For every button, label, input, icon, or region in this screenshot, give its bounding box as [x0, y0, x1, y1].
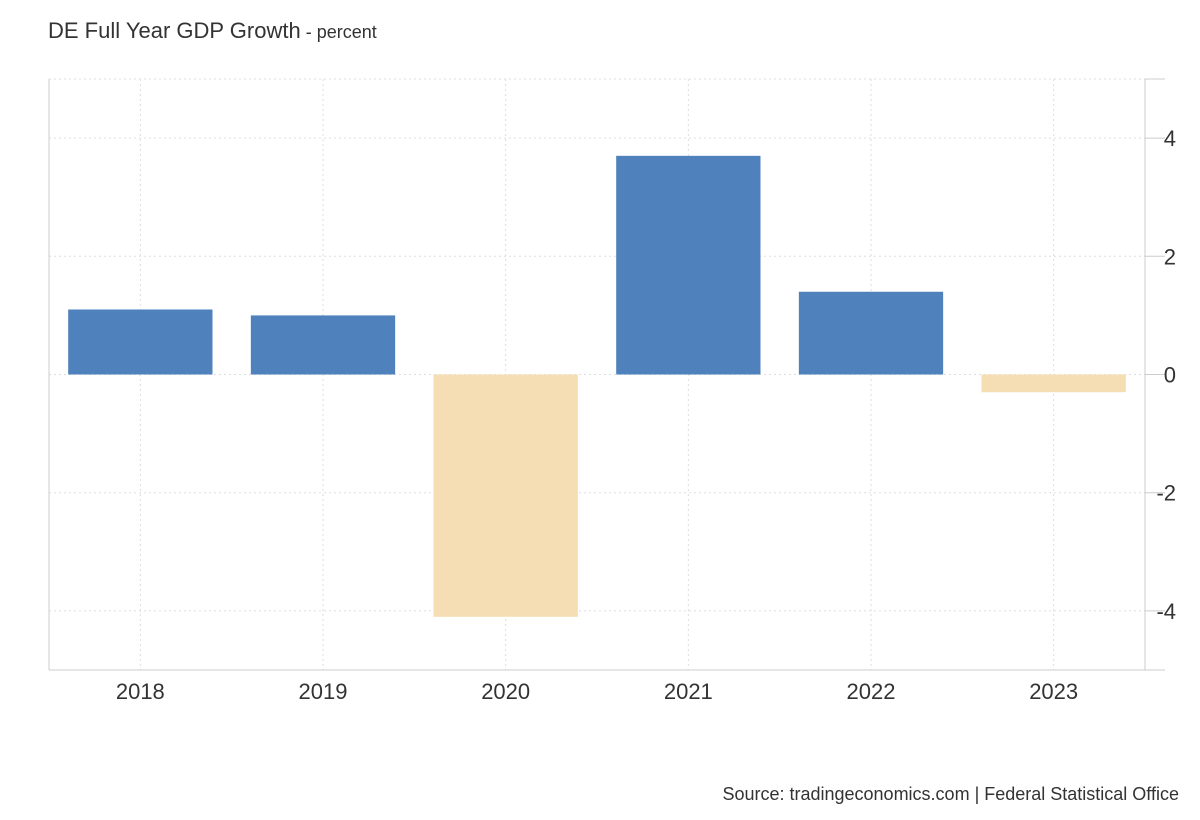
y-tick-label: -4 [1156, 599, 1176, 624]
bar-2023 [981, 374, 1126, 393]
x-tick-label: 2022 [847, 679, 896, 704]
y-tick-label: 2 [1164, 244, 1176, 269]
chart-title: DE Full Year GDP Growth - percent [48, 18, 377, 44]
bar-2020 [433, 374, 578, 617]
source-note: Source: tradingeconomics.com | Federal S… [722, 784, 1179, 804]
bar-2019 [250, 315, 396, 375]
y-tick-label: 4 [1164, 126, 1176, 151]
x-tick-label: 2019 [299, 679, 348, 704]
chart-title-main: DE Full Year GDP Growth [48, 18, 301, 43]
x-tick-label: 2023 [1029, 679, 1078, 704]
bar-2021 [616, 155, 761, 375]
bar-2022 [798, 291, 944, 375]
x-tick-label: 2021 [664, 679, 713, 704]
bar-chart: -4 -2 0 2 4 2018 2019 2020 2021 2022 2023 [48, 78, 1176, 704]
x-tick-label: 2020 [481, 679, 530, 704]
y-tick-label: 0 [1164, 363, 1176, 388]
y-tick-label: -2 [1156, 481, 1176, 506]
bar-2018 [68, 309, 213, 375]
x-tick-label: 2018 [116, 679, 165, 704]
chart-title-unit: - percent [300, 22, 377, 42]
